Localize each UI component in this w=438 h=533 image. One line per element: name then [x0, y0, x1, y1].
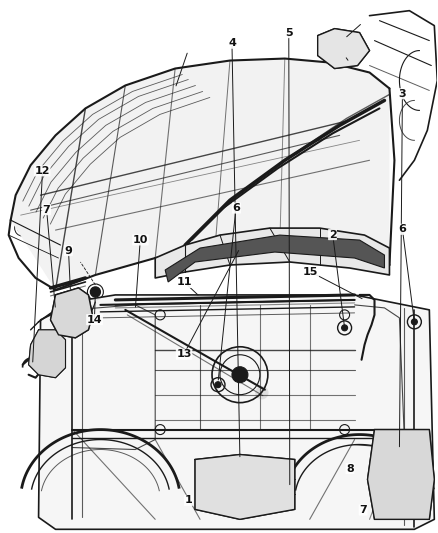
Polygon shape [367, 430, 434, 519]
Text: 14: 14 [87, 314, 102, 325]
Circle shape [256, 386, 268, 399]
Text: 13: 13 [177, 349, 192, 359]
Text: 11: 11 [177, 278, 192, 287]
Polygon shape [39, 295, 434, 529]
Polygon shape [318, 29, 370, 69]
Circle shape [288, 487, 292, 491]
Text: 10: 10 [133, 235, 148, 245]
Circle shape [18, 223, 28, 233]
Circle shape [77, 298, 85, 306]
Circle shape [90, 287, 100, 297]
Text: 3: 3 [399, 88, 406, 99]
Polygon shape [195, 455, 295, 519]
Circle shape [350, 42, 359, 50]
Text: 4: 4 [228, 38, 236, 48]
Text: 5: 5 [285, 28, 293, 38]
Text: 6: 6 [233, 203, 240, 213]
Circle shape [64, 316, 72, 324]
Polygon shape [165, 235, 385, 282]
Circle shape [215, 382, 221, 387]
Text: 1: 1 [184, 495, 192, 505]
Circle shape [77, 316, 85, 324]
Text: 7: 7 [42, 205, 50, 215]
Text: 12: 12 [35, 166, 50, 176]
Circle shape [326, 38, 334, 46]
Circle shape [342, 55, 348, 61]
Circle shape [342, 325, 348, 331]
Text: 2: 2 [328, 230, 336, 240]
Text: 9: 9 [64, 246, 72, 255]
Polygon shape [50, 288, 92, 338]
Circle shape [61, 298, 70, 306]
Circle shape [232, 367, 248, 383]
Text: 6: 6 [399, 224, 406, 235]
Circle shape [411, 319, 417, 325]
Polygon shape [11, 59, 389, 290]
Text: 7: 7 [359, 505, 367, 515]
Polygon shape [28, 330, 66, 378]
Text: 8: 8 [346, 464, 354, 473]
Text: 15: 15 [303, 267, 318, 277]
Polygon shape [155, 228, 389, 278]
